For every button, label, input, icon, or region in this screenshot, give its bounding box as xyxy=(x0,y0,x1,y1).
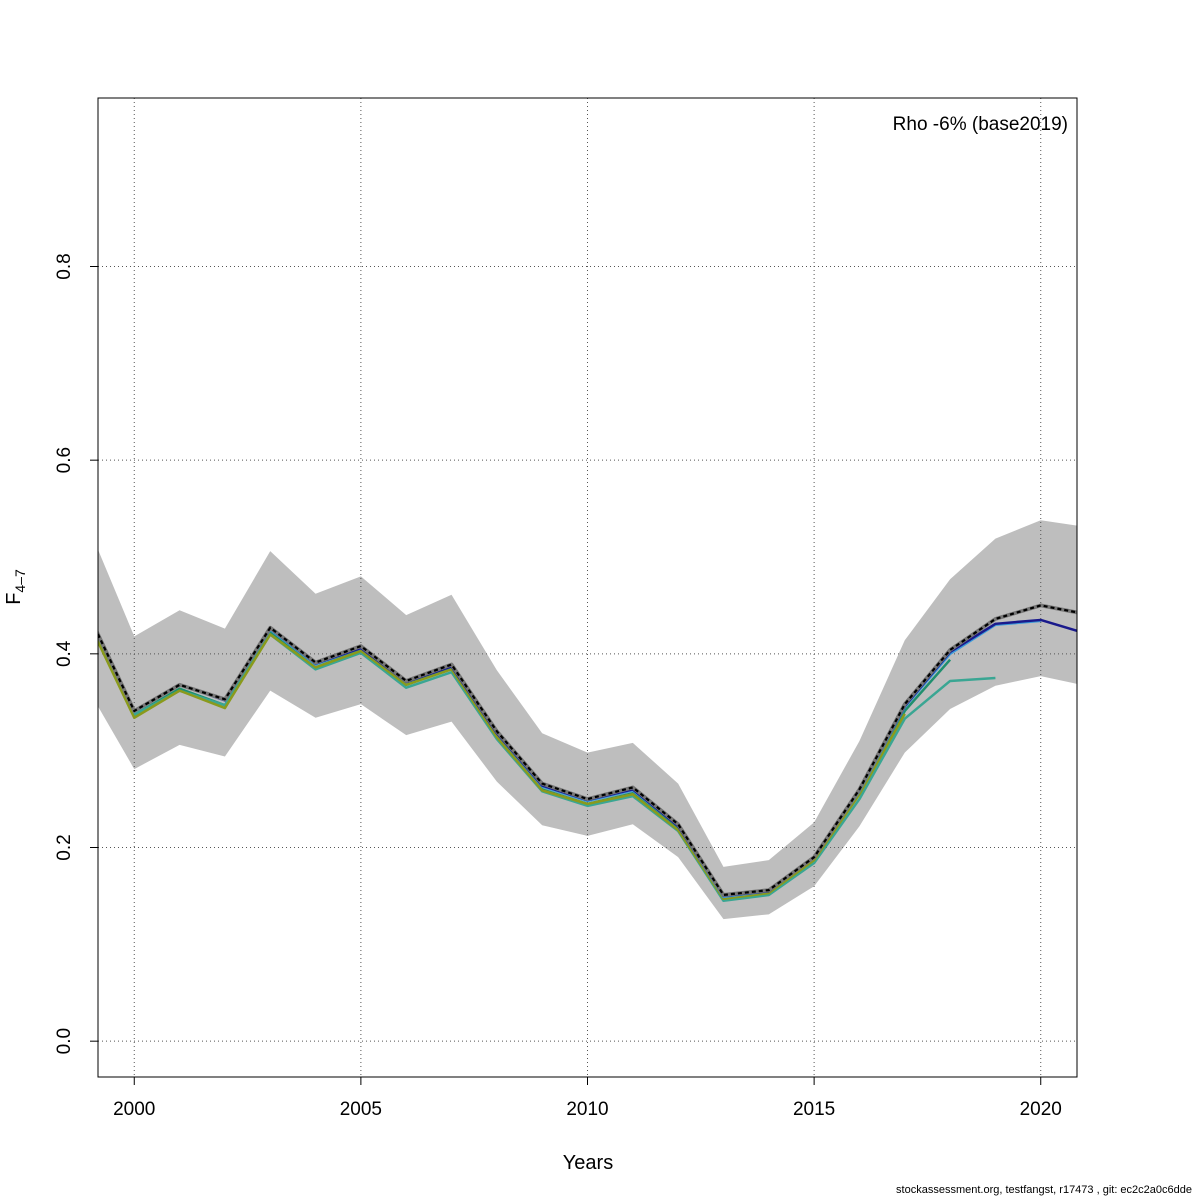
x-tick-label: 2015 xyxy=(793,1099,835,1120)
y-tick-label: 0.2 xyxy=(54,834,75,860)
y-axis-title-main: F xyxy=(3,593,25,605)
series-line-2 xyxy=(98,633,906,901)
y-tick-label: 0.8 xyxy=(54,253,75,279)
chart-annotation: Rho -6% (base2019) xyxy=(893,114,1068,135)
y-tick-label: 0.6 xyxy=(54,447,75,473)
series-layer xyxy=(98,603,1077,903)
tick-layer: 2000 2005 2010 2015 2020 0.0 0.2 0.4 0.6 0.8 xyxy=(54,253,1062,1120)
grid-layer xyxy=(98,98,1077,1077)
y-axis-title: F4–7 xyxy=(3,569,28,605)
confidence-band-layer xyxy=(98,520,1077,920)
x-tick-label: 2020 xyxy=(1020,1099,1062,1120)
series-line-5 xyxy=(98,604,1077,897)
confidence-band xyxy=(98,520,1077,920)
y-axis-title-sub: 4–7 xyxy=(12,569,28,593)
y-tick-label: 0.0 xyxy=(54,1028,75,1054)
x-tick-label: 2000 xyxy=(113,1099,155,1120)
x-axis-title: Years xyxy=(563,1152,613,1174)
x-tick-label: 2005 xyxy=(340,1099,382,1120)
footer-text: stockassessment.org, testfangst, r17473 … xyxy=(896,1184,1192,1196)
y-tick-label: 0.4 xyxy=(54,640,75,667)
x-tick-label: 2010 xyxy=(566,1099,608,1120)
